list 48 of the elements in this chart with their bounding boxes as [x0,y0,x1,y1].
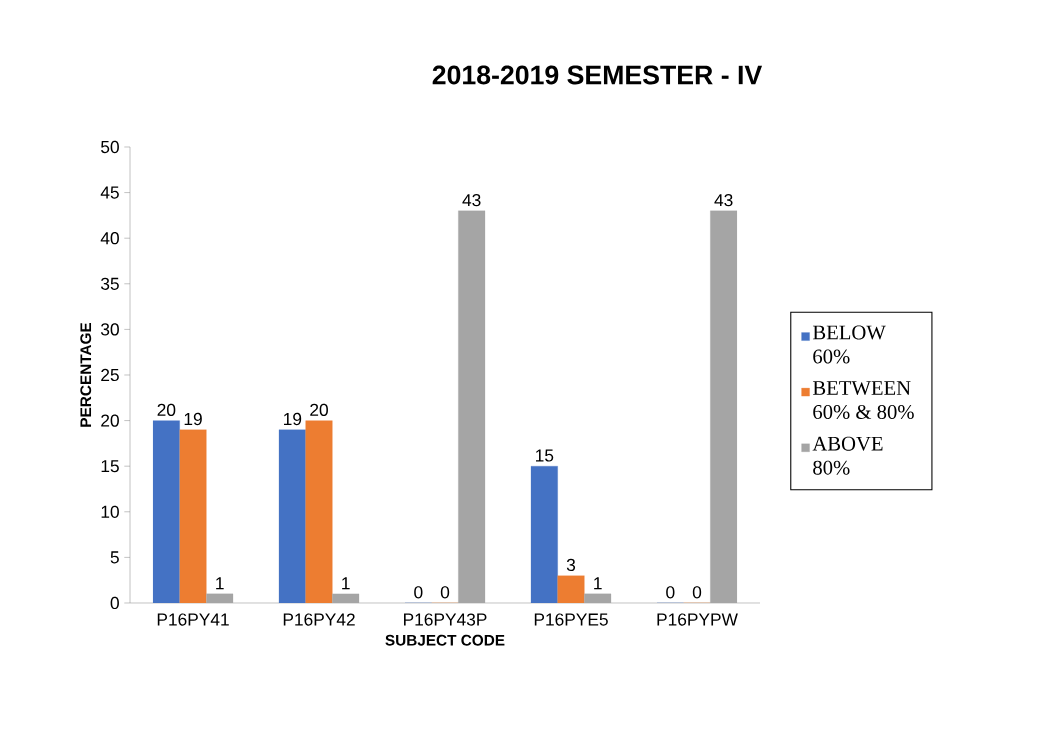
x-tick-label: P16PY43P [404,613,487,626]
data-label: 0 [692,586,702,599]
x-tick-label: P16PY41 [157,613,229,626]
data-label: 43 [462,193,481,207]
legend-label: BELOW 60% [812,325,886,364]
y-tick-label: 5 [110,551,119,564]
y-tick-label: 50 [101,140,119,154]
bar [332,593,360,603]
bar [557,575,585,603]
bar [710,210,738,603]
data-label: 0 [666,586,675,599]
data-label: 15 [536,449,554,462]
data-label: 19 [184,412,202,426]
bar [305,420,333,603]
y-tick-label: 25 [101,368,119,382]
data-label: 0 [440,586,450,599]
y-axis-title: PERCENTAGE [80,322,92,427]
legend-label: BETWEEN 60% & 80% [812,381,914,420]
x-tick-label: P16PYPW [657,613,738,626]
y-tick-label: 35 [100,277,119,290]
bar [152,420,180,603]
data-label: 19 [284,412,302,426]
bar [278,429,306,603]
bar [584,593,612,603]
data-label: 1 [594,577,602,590]
bar [458,210,486,603]
chart-title: 2018-2019 SEMESTER - IV [432,65,763,85]
y-tick-label: 30 [100,323,119,336]
y-tick-label: 10 [101,505,119,518]
data-label: 20 [310,403,328,417]
y-tick-label: 20 [101,414,119,427]
legend-label: ABOVE 80% [812,436,883,475]
bar [530,466,558,603]
y-tick-label: 45 [100,186,119,199]
data-label: 0 [414,586,423,599]
x-tick-label: P16PY42 [283,613,355,626]
x-tick-label: P16PYE5 [534,613,608,626]
data-label: 1 [216,577,224,590]
bar [179,429,207,603]
data-label: 20 [157,403,176,417]
x-axis-title: SUBJECT CODE [385,634,505,646]
y-tick-label: 15 [101,460,119,473]
y-tick-label: 0 [110,596,119,610]
data-label: 43 [714,193,733,207]
data-label: 1 [342,577,350,590]
y-tick-label: 40 [100,232,119,245]
bar [206,593,234,603]
data-label: 3 [566,558,576,572]
